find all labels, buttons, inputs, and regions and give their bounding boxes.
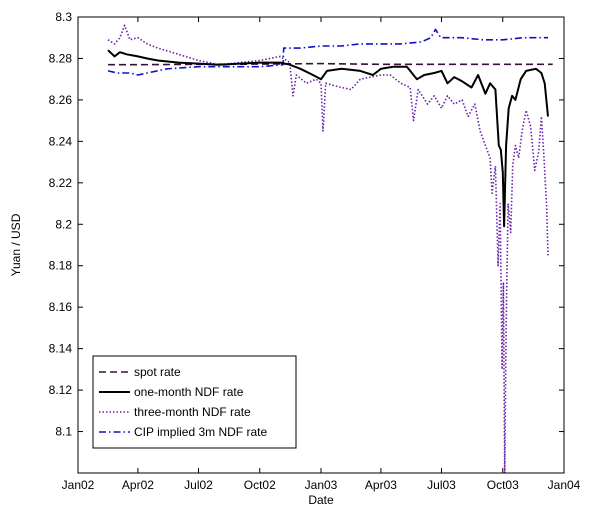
y-axis-label: Yuan / USD <box>9 213 23 276</box>
y-tick-label: 8.1 <box>55 425 72 439</box>
y-tick-label: 8.16 <box>49 300 73 314</box>
y-tick-label: 8.3 <box>55 10 72 24</box>
x-axis-label: Date <box>308 493 334 506</box>
y-tick-label: 8.24 <box>49 134 73 148</box>
x-tick-label: Oct02 <box>244 478 276 492</box>
legend-label: one-month NDF rate <box>134 385 244 399</box>
x-tick-label: Jan03 <box>305 478 338 492</box>
y-tick-label: 8.18 <box>49 259 73 273</box>
y-tick-label: 8.28 <box>49 51 73 65</box>
x-tick-label: Jan04 <box>548 478 581 492</box>
series-line-1 <box>108 64 553 65</box>
legend: spot rate one-month NDF rate three-month N… <box>93 356 296 448</box>
x-tick-label: Jul02 <box>184 478 213 492</box>
x-tick-label: Jan02 <box>62 478 95 492</box>
legend-label: CIP implied 3m NDF rate <box>134 425 267 439</box>
y-tick-label: 8.22 <box>49 176 73 190</box>
x-tick-label: Apr02 <box>122 478 154 492</box>
x-tick-label: Oct03 <box>487 478 519 492</box>
x-tick-label: Jul03 <box>427 478 456 492</box>
x-tick-label: Apr03 <box>365 478 397 492</box>
legend-label: three-month NDF rate <box>134 405 251 419</box>
y-tick-label: 8.2 <box>55 217 72 231</box>
y-tick-label: 8.26 <box>49 93 73 107</box>
legend-label: spot rate <box>134 365 181 379</box>
y-tick-label: 8.12 <box>49 383 73 397</box>
y-tick-label: 8.14 <box>49 342 73 356</box>
